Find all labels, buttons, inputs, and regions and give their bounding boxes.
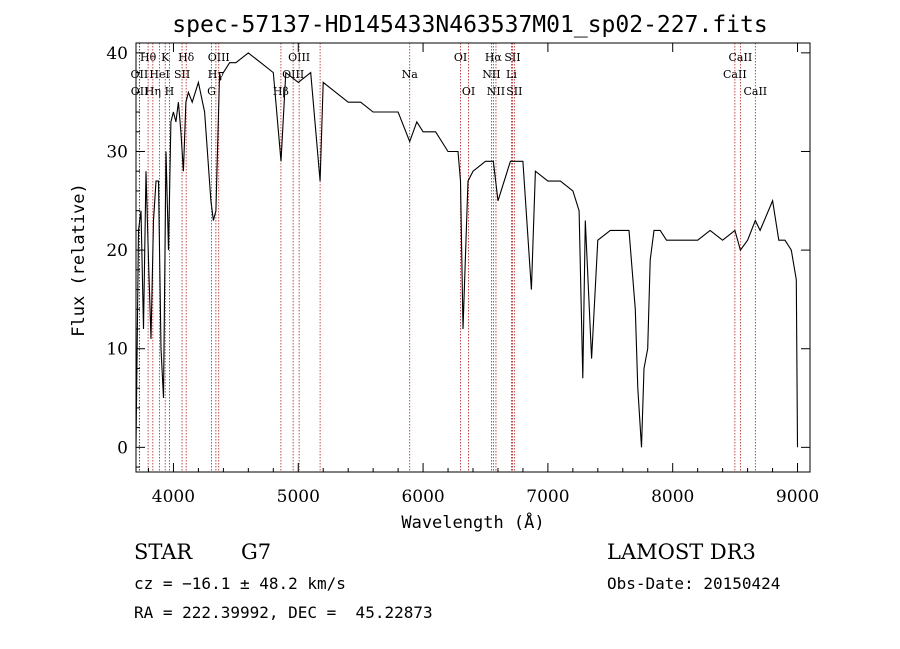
- y-tick-label: 30: [106, 142, 128, 162]
- survey-label: LAMOST DR3: [607, 540, 756, 564]
- annotation-label: OI: [454, 51, 467, 64]
- obs-date-text: Obs-Date: 20150424: [607, 574, 781, 593]
- annotation-label: CaII: [729, 51, 753, 64]
- x-axis-ticks: 4000 5000 6000 7000 8000 9000: [147, 43, 819, 507]
- x-tick-label: 7000: [526, 487, 569, 507]
- annotation-label: Hθ: [140, 51, 157, 64]
- subclass-label: G7: [241, 540, 272, 564]
- annotation-label: CaII: [743, 85, 767, 98]
- annotation-label: OI: [462, 85, 475, 98]
- annotation-label: Hδ: [178, 51, 195, 64]
- y-tick-label: 10: [106, 340, 128, 360]
- annotation-label: OII: [131, 85, 149, 98]
- x-tick-label: 5000: [277, 487, 320, 507]
- x-tick-label: 4000: [152, 487, 195, 507]
- y-tick-label: 40: [106, 44, 128, 64]
- annotation-label: Hγ: [208, 68, 225, 81]
- y-axis-ticks: 0 10 20 30 40: [106, 44, 810, 468]
- annotation-label: OII: [131, 68, 149, 81]
- class-label: STAR: [134, 540, 193, 564]
- annotation-label: SII: [174, 68, 190, 81]
- y-tick-label: 20: [106, 241, 128, 261]
- cz-text: cz = −16.1 ± 48.2 km/s: [134, 574, 346, 593]
- y-tick-label: 0: [117, 438, 128, 458]
- annotation-label: SII: [504, 51, 520, 64]
- annotation-label: Li: [506, 68, 517, 81]
- annotation-label: NII: [482, 68, 500, 81]
- plot-frame: [135, 42, 811, 473]
- x-tick-label: 6000: [401, 487, 444, 507]
- annotation-lines: [138, 43, 756, 472]
- annotation-label: CaII: [723, 68, 747, 81]
- annotation-label: NII: [487, 85, 505, 98]
- annotation-label: SII: [506, 85, 522, 98]
- annotation-label: Na: [402, 68, 419, 81]
- x-tick-label: 8000: [651, 487, 694, 507]
- y-axis-label: Flux (relative): [69, 183, 89, 337]
- chart-title: spec-57137-HD145433N463537M01_sp02-227.f…: [172, 12, 767, 38]
- annotation-label: H: [165, 85, 175, 98]
- annotation-label: HeI: [149, 68, 169, 81]
- spectrum-line: [135, 52, 799, 448]
- annotation-label: OIII: [208, 51, 230, 64]
- ra-dec-text: RA = 222.39992, DEC = 45.22873: [134, 603, 433, 622]
- x-tick-label: 9000: [776, 487, 819, 507]
- annotation-label: G: [207, 85, 216, 98]
- annotation-label: Hα: [485, 51, 503, 64]
- annotation-label: K: [161, 51, 170, 64]
- x-axis-label: Wavelength (Å): [401, 511, 544, 533]
- annotation-label: OIII: [282, 68, 304, 81]
- annotation-label: Hη: [145, 85, 161, 98]
- annotation-label: OIII: [288, 51, 310, 64]
